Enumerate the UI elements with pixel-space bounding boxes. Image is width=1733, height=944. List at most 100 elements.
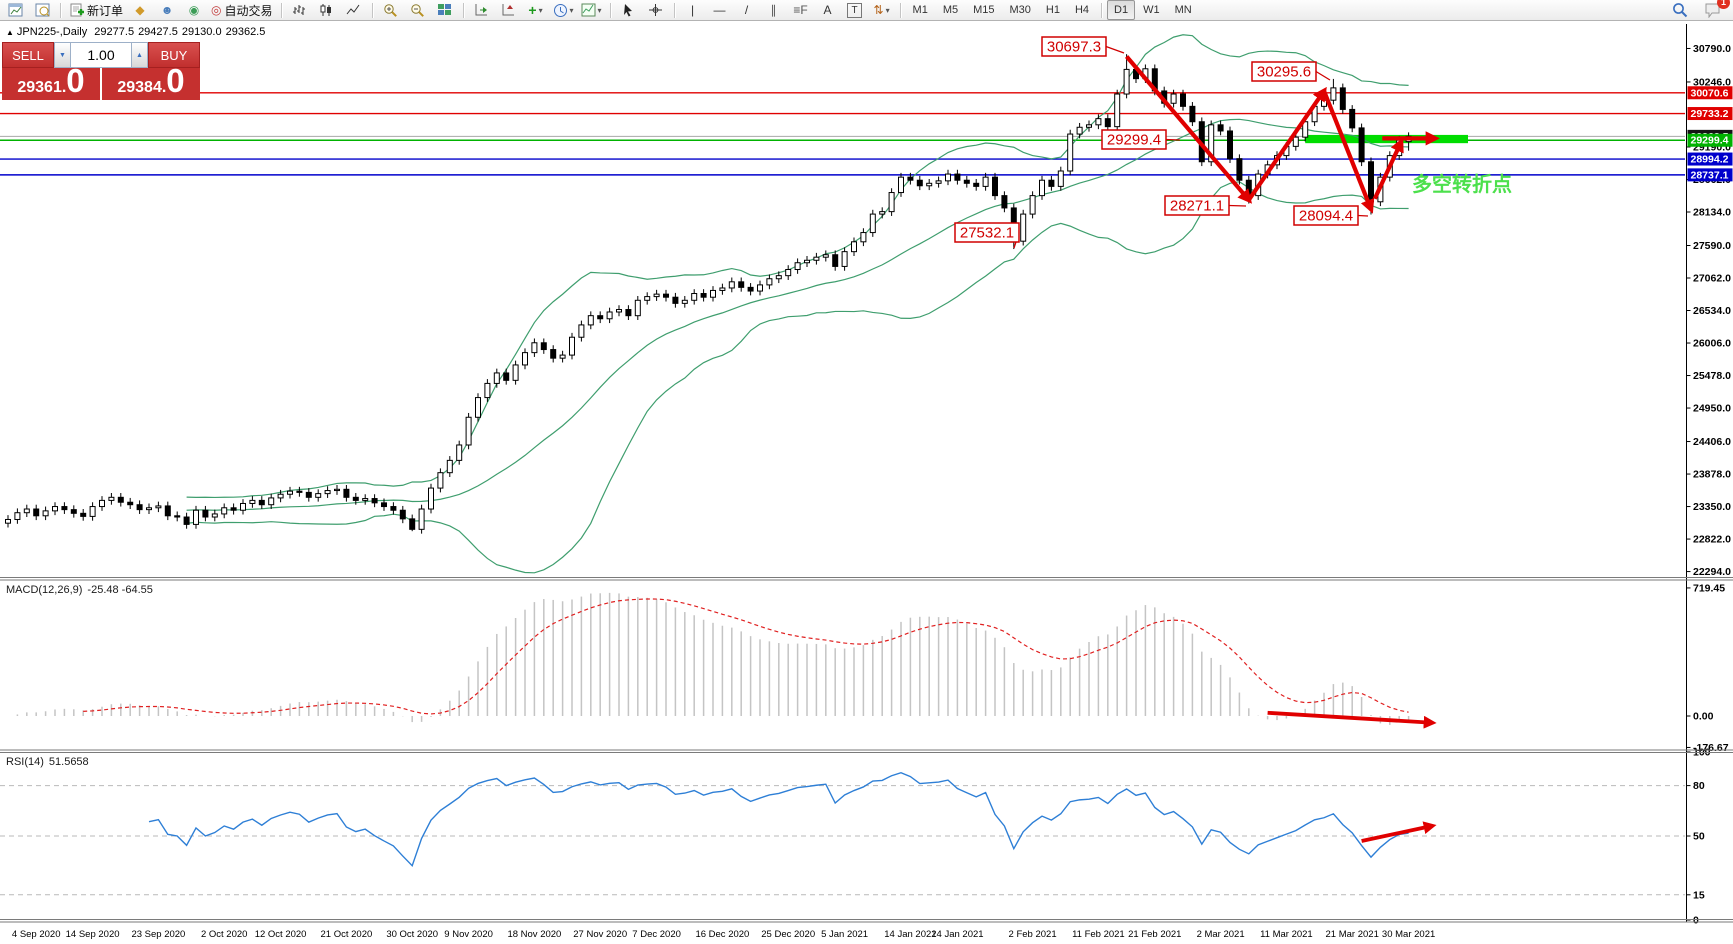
timeframe-w1-button[interactable]: W1 [1143, 4, 1160, 16]
low-value: 29130.0 [181, 26, 222, 38]
macd-trend-arrow[interactable] [1267, 710, 1437, 729]
trend-arrow[interactable] [1372, 137, 1404, 200]
turning-point-note[interactable]: 多空转折点 [1412, 172, 1512, 196]
svg-text:80: 80 [1693, 780, 1705, 792]
svg-text:28994.2: 28994.2 [1691, 154, 1729, 166]
bar-chart-button[interactable] [287, 0, 313, 20]
macd-label: MACD(12,26,9) -25.48 -64.55 [6, 584, 158, 596]
buy-button[interactable]: BUY [148, 42, 200, 68]
community-button[interactable]: ☻ [160, 3, 174, 17]
timeframe-m30-button[interactable]: M30 [1009, 4, 1031, 16]
text-button[interactable]: A [823, 3, 832, 17]
timeframe-h1-button[interactable]: H1 [1045, 4, 1060, 16]
svg-text:11 Mar 2021: 11 Mar 2021 [1260, 929, 1313, 940]
toolbar-separator [673, 2, 675, 18]
svg-text:2 Feb 2021: 2 Feb 2021 [1009, 929, 1057, 940]
zoom-out-button[interactable] [405, 0, 431, 20]
new-order-button[interactable]: 新订单 [66, 0, 126, 20]
notifications-button[interactable]: 1 [1699, 0, 1730, 20]
svg-text:0: 0 [1693, 915, 1699, 927]
svg-text:7 Dec 2020: 7 Dec 2020 [632, 929, 681, 940]
svg-text:50: 50 [1693, 831, 1705, 843]
collapse-triangle-icon[interactable]: ▲ [6, 28, 14, 37]
close-value: 29362.5 [225, 26, 266, 38]
autotrade-button-label: 自动交易 [224, 3, 273, 18]
volume-decrease-button[interactable]: ▼ [54, 42, 71, 68]
svg-text:24950.0: 24950.0 [1693, 403, 1731, 415]
buy-price-pips: 0 [166, 62, 185, 99]
crosshair-button[interactable] [643, 0, 669, 20]
sell-button[interactable]: SELL [2, 42, 54, 68]
trend-arrow[interactable] [1125, 55, 1253, 204]
cursor-button[interactable] [616, 0, 642, 20]
indicators-button[interactable]: + ▾ [528, 2, 543, 18]
svg-text:25478.0: 25478.0 [1693, 370, 1731, 382]
trend-arrow[interactable] [1322, 90, 1375, 214]
vline-button[interactable]: | [690, 3, 695, 17]
svg-text:9 Nov 2020: 9 Nov 2020 [444, 929, 493, 940]
time-axis[interactable]: 4 Sep 2020 14 Sep 2020 23 Sep 2020 2 Oct 20… [12, 929, 1435, 940]
auto-scroll-button[interactable] [469, 0, 495, 20]
templates-button[interactable]: ▾ [578, 0, 605, 20]
timeframe-d1-button[interactable]: D1 [1107, 0, 1136, 20]
svg-text:12 Oct 2020: 12 Oct 2020 [255, 929, 307, 940]
price-callout-label[interactable]: 28271.1 [1164, 195, 1247, 216]
rsi-trend-arrow[interactable] [1361, 821, 1437, 843]
candle-chart-button[interactable] [314, 0, 340, 20]
chart-shift-button[interactable] [496, 0, 522, 20]
svg-text:719.45: 719.45 [1693, 582, 1725, 594]
svg-text:21 Feb 2021: 21 Feb 2021 [1128, 929, 1181, 940]
fibonacci-button[interactable]: ≡F [793, 3, 808, 17]
price-callout-label[interactable]: 27532.1 [954, 222, 1020, 249]
price-callout-label[interactable]: 28094.4 [1293, 205, 1369, 226]
bollinger-lower-band [186, 181, 1409, 574]
volume-input[interactable]: 1.00 [71, 42, 131, 68]
price-callout-label[interactable]: 29299.4 [1101, 129, 1181, 150]
axis-price-badge [1687, 107, 1733, 121]
search-button[interactable] [1667, 0, 1693, 20]
hline-button[interactable]: — [713, 3, 726, 17]
svg-text:30 Oct 2020: 30 Oct 2020 [386, 929, 438, 940]
autotrade-button[interactable]: ◎ 自动交易 [211, 3, 273, 18]
timeframe-mn-button[interactable]: MN [1174, 4, 1192, 16]
profiles-button[interactable] [29, 0, 55, 20]
trendline-button[interactable]: / [744, 3, 749, 17]
tile-windows-button[interactable] [432, 0, 458, 20]
trend-arrow[interactable] [1247, 86, 1327, 202]
periods-button[interactable]: ▾ [550, 0, 577, 20]
toolbar-separator [280, 2, 282, 18]
candles-layer [5, 54, 1412, 534]
svg-text:27590.0: 27590.0 [1693, 240, 1731, 252]
chevron-down-icon: ▾ [885, 5, 890, 15]
signals-button[interactable]: ◉ [188, 3, 200, 17]
channel-button[interactable]: ∥ [770, 3, 777, 17]
price-axis[interactable]: 30790.030246.029190.028662.028134.027590… [1686, 24, 1733, 927]
sell-price-display[interactable]: 29361. 0 [2, 64, 100, 100]
svg-text:27 Nov 2020: 27 Nov 2020 [573, 929, 627, 940]
sell-price-main: 29361 [17, 79, 62, 96]
timeframe-m15-button[interactable]: M15 [973, 4, 995, 16]
zoom-in-button[interactable] [378, 0, 404, 20]
high-value: 29427.5 [138, 26, 178, 38]
buy-price-display[interactable]: 29384. 0 [102, 62, 200, 100]
price-callout-label[interactable]: 30697.3 [1041, 36, 1125, 57]
svg-text:24406.0: 24406.0 [1693, 436, 1731, 448]
svg-text:22294.0: 22294.0 [1693, 566, 1731, 578]
svg-text:28271.1: 28271.1 [1170, 198, 1224, 215]
timeframe-m5-button[interactable]: M5 [942, 4, 959, 16]
line-chart-button[interactable] [341, 0, 367, 20]
chevron-down-icon: ▾ [597, 5, 602, 15]
volume-increase-button[interactable]: ▲ [131, 42, 148, 68]
svg-text:27532.1: 27532.1 [960, 225, 1014, 242]
new-chart-button[interactable] [2, 0, 28, 20]
timeframe-m1-button[interactable]: M1 [912, 4, 928, 16]
price-callout-label[interactable]: 30295.6 [1251, 61, 1331, 82]
chevron-down-icon: ▾ [569, 5, 574, 15]
timeframe-h4-button[interactable]: H4 [1074, 4, 1090, 16]
market-watch-button[interactable]: ◆ [135, 3, 145, 17]
text-label-button[interactable]: T [842, 0, 868, 20]
arrows-button[interactable]: ⇅ ▾ [873, 3, 890, 17]
svg-text:23350.0: 23350.0 [1693, 501, 1731, 513]
